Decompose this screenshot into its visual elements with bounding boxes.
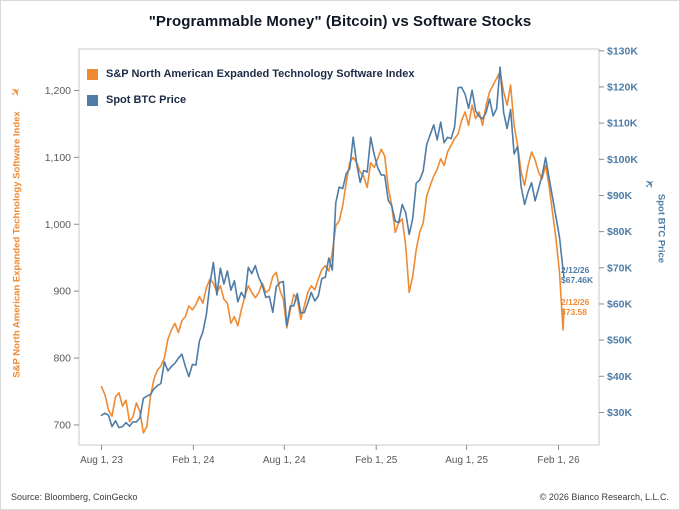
annotation-date: 2/12/26 (561, 264, 590, 275)
right-tick-label: $80K (607, 226, 633, 238)
legend-swatch-btc (87, 94, 98, 106)
chart-area: 700 800 900 1,000 1,100 1,200 $30K $40K $50K $60K… (1, 37, 679, 487)
annotation-software: 2/12/26 873.58 (561, 297, 589, 318)
legend: S&P North American Expanded Technology S… (87, 61, 414, 113)
right-axis-title: Spot BTC Price (655, 193, 667, 264)
right-tick-label: $60K (607, 298, 633, 310)
copyright: © 2026 Bianco Research, L.L.C. (539, 492, 669, 502)
right-tick-label: $100K (607, 154, 638, 166)
left-tick-label: 1,100 (45, 152, 71, 164)
left-axis-title: S&P North American Expanded Technology S… (11, 111, 23, 378)
right-tick-label: $50K (607, 335, 633, 347)
chart-plot: 700 800 900 1,000 1,100 1,200 $30K $40K $50K $60K… (45, 45, 639, 466)
annotation-btc: 2/12/26 $67.46K (561, 265, 593, 286)
x-tick-label: Feb 1, 26 (537, 455, 580, 466)
right-tick-label: $120K (607, 81, 638, 93)
legend-label-software: S&P North American Expanded Technology S… (106, 68, 415, 80)
left-tick-label: 700 (53, 419, 71, 431)
annotation-value: $67.46K (561, 275, 594, 286)
right-tick-label: $70K (607, 262, 633, 274)
plot-frame (78, 48, 600, 446)
right-tick-label: $30K (607, 407, 633, 419)
right-tick-label: $110K (607, 118, 638, 130)
annotation-date: 2/12/26 (561, 296, 590, 307)
x-tick-label: Aug 1, 24 (263, 455, 306, 466)
x-tick-label: Feb 1, 24 (172, 455, 215, 466)
x-tick-label: Aug 1, 25 (445, 455, 488, 466)
series-line-btc (100, 66, 565, 429)
right-tick-label: $130K (607, 45, 638, 57)
footer: Source: Bloomberg, CoinGecko © 2026 Bian… (1, 485, 679, 509)
source-credit: Source: Bloomberg, CoinGecko (11, 492, 138, 502)
right-tick-label: $40K (607, 371, 633, 383)
left-tick-label: 1,000 (45, 219, 71, 231)
legend-swatch-software (87, 68, 98, 80)
chart-title: "Programmable Money" (Bitcoin) vs Softwa… (148, 13, 532, 30)
x-tick-label: Aug 1, 23 (80, 455, 123, 466)
left-tick-label: 900 (53, 286, 71, 298)
left-tick-label: 1,200 (45, 85, 71, 97)
left-tick-label: 800 (53, 353, 71, 365)
legend-label-btc: Spot BTC Price (106, 94, 187, 106)
right-tick-label: $90K (607, 190, 633, 202)
x-tick-label: Feb 1, 25 (355, 455, 398, 466)
legend-item-btc: Spot BTC Price (87, 87, 414, 113)
annotation-value: 873.58 (561, 307, 587, 318)
legend-item-software: S&P North American Expanded Technology S… (87, 61, 414, 87)
